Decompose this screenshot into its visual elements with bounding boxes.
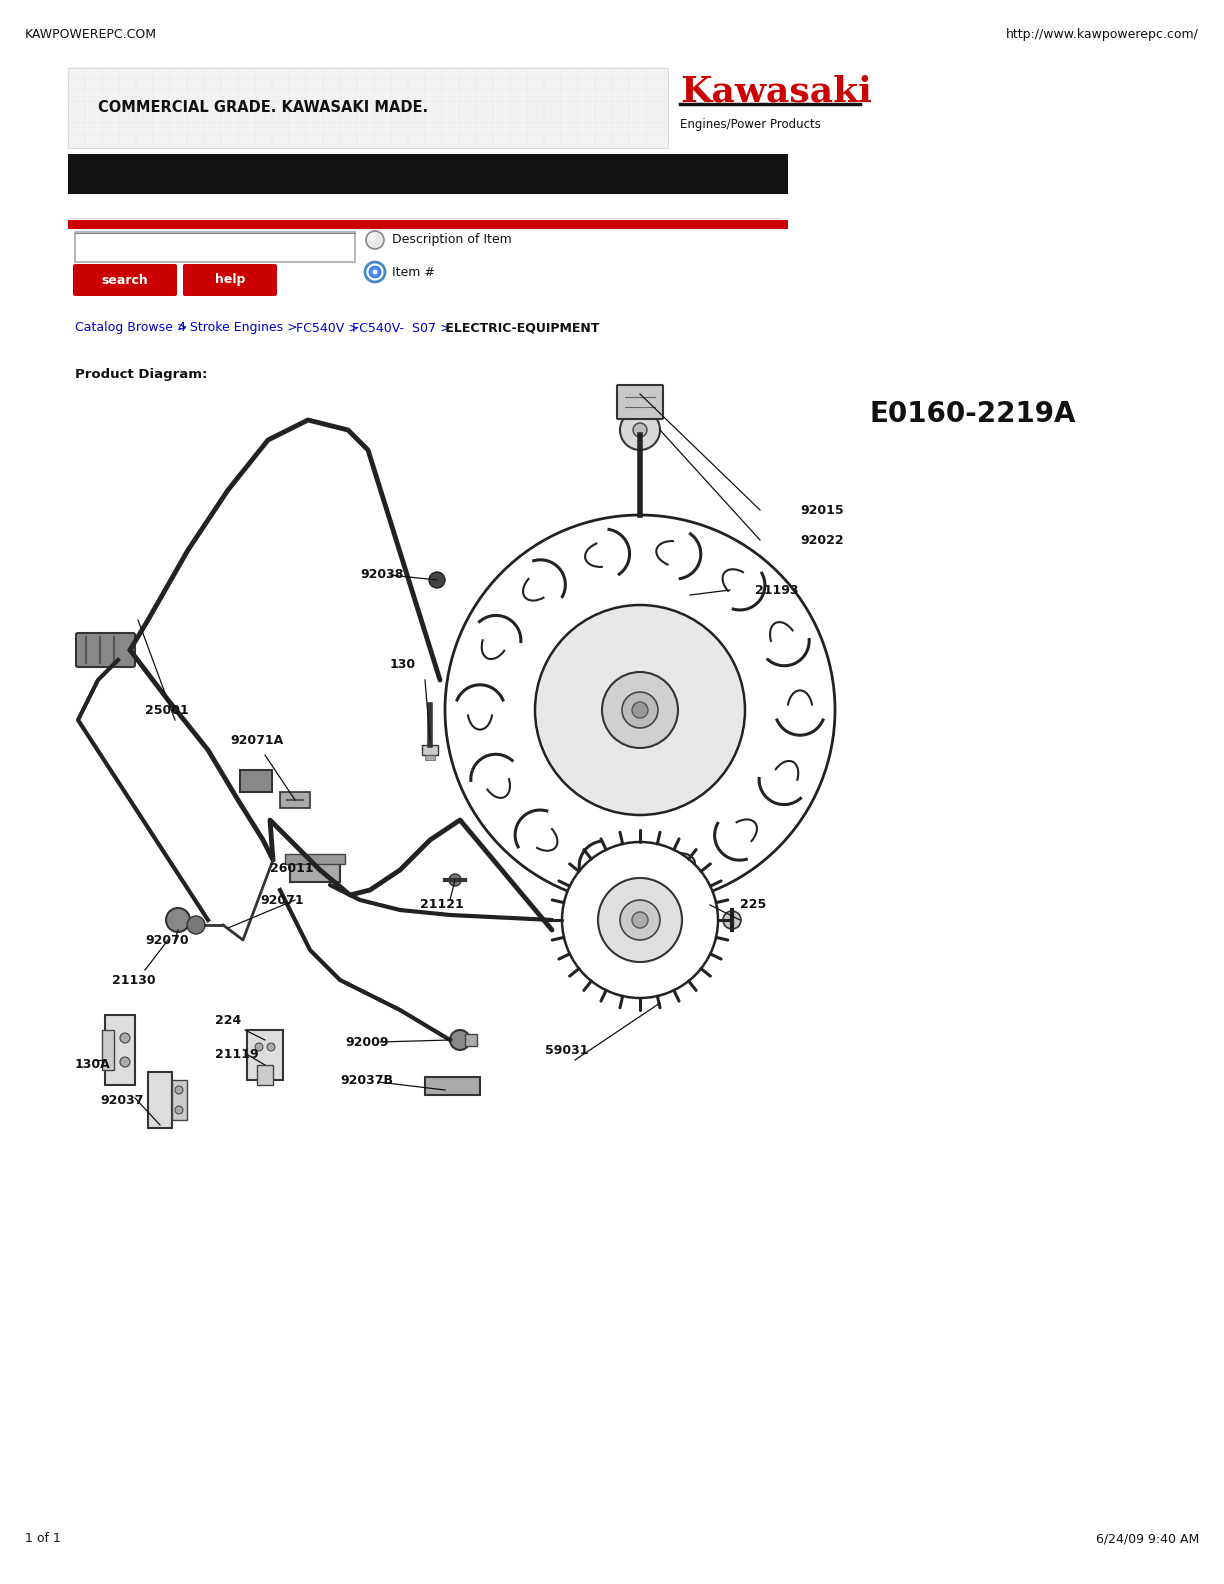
- Text: Kawasaki: Kawasaki: [681, 74, 871, 109]
- FancyBboxPatch shape: [76, 634, 135, 667]
- Bar: [75, 231, 355, 261]
- Text: COMMERCIAL GRADE. KAWASAKI MADE.: COMMERCIAL GRADE. KAWASAKI MADE.: [98, 100, 428, 116]
- Circle shape: [449, 874, 461, 885]
- Text: Engines/Power Products: Engines/Power Products: [681, 117, 821, 131]
- FancyBboxPatch shape: [425, 1077, 480, 1095]
- Text: Item #: Item #: [392, 266, 435, 279]
- Circle shape: [562, 843, 718, 998]
- Text: 92009: 92009: [345, 1036, 388, 1049]
- Text: 4 Stroke Engines >: 4 Stroke Engines >: [174, 322, 297, 334]
- Text: KAWPOWEREPC.COM: KAWPOWEREPC.COM: [24, 29, 157, 41]
- Bar: [69, 68, 668, 147]
- Text: help: help: [215, 274, 245, 287]
- Circle shape: [372, 269, 377, 274]
- Circle shape: [366, 231, 384, 249]
- FancyBboxPatch shape: [173, 1080, 187, 1120]
- FancyBboxPatch shape: [425, 756, 435, 760]
- Circle shape: [599, 878, 682, 961]
- Text: 21193: 21193: [755, 583, 798, 597]
- Text: 92037B: 92037B: [340, 1074, 393, 1087]
- Text: 25001: 25001: [144, 703, 188, 716]
- Text: http://www.kawpowerepc.com/: http://www.kawpowerepc.com/: [1006, 29, 1200, 41]
- FancyBboxPatch shape: [285, 854, 345, 863]
- Text: ELECTRIC-EQUIPMENT: ELECTRIC-EQUIPMENT: [441, 322, 600, 334]
- FancyBboxPatch shape: [105, 1015, 135, 1085]
- Circle shape: [175, 1106, 184, 1114]
- Text: 21119: 21119: [215, 1049, 258, 1061]
- Text: Description of Item: Description of Item: [392, 233, 512, 247]
- Circle shape: [187, 916, 204, 935]
- Text: 92038: 92038: [360, 569, 404, 581]
- Text: search: search: [102, 274, 148, 287]
- Text: FC540V-  S07 >: FC540V- S07 >: [348, 322, 450, 334]
- FancyBboxPatch shape: [184, 265, 277, 296]
- Circle shape: [621, 410, 660, 450]
- Circle shape: [255, 1042, 263, 1052]
- Circle shape: [602, 672, 678, 748]
- Circle shape: [535, 605, 745, 816]
- Circle shape: [166, 908, 190, 931]
- Circle shape: [446, 515, 835, 904]
- Text: Product Diagram:: Product Diagram:: [75, 367, 207, 382]
- Text: E0160-2219A: E0160-2219A: [870, 401, 1076, 428]
- Text: 21130: 21130: [113, 974, 155, 987]
- Circle shape: [267, 1042, 275, 1052]
- Text: Catalog Browse >: Catalog Browse >: [75, 322, 187, 334]
- FancyBboxPatch shape: [257, 1064, 273, 1085]
- Text: 130: 130: [390, 659, 416, 672]
- Text: 92015: 92015: [800, 504, 843, 516]
- Text: 59031: 59031: [545, 1044, 589, 1057]
- Text: 1 of 1: 1 of 1: [24, 1532, 61, 1546]
- Text: 21121: 21121: [420, 898, 464, 911]
- FancyBboxPatch shape: [280, 792, 310, 808]
- Circle shape: [450, 1030, 470, 1050]
- Circle shape: [368, 266, 381, 279]
- Text: 130A: 130A: [75, 1058, 110, 1071]
- Bar: [69, 154, 788, 193]
- Circle shape: [632, 912, 647, 928]
- Text: FC540V >: FC540V >: [293, 322, 359, 334]
- Circle shape: [622, 692, 659, 729]
- FancyBboxPatch shape: [247, 1030, 283, 1080]
- Bar: [69, 220, 788, 230]
- Text: 224: 224: [215, 1014, 241, 1026]
- Circle shape: [175, 1087, 184, 1095]
- Text: 92022: 92022: [800, 534, 843, 546]
- Circle shape: [120, 1057, 130, 1068]
- Text: 92071: 92071: [259, 893, 304, 906]
- FancyBboxPatch shape: [290, 862, 340, 882]
- FancyBboxPatch shape: [617, 385, 663, 420]
- Text: 92070: 92070: [144, 933, 188, 947]
- Text: 225: 225: [741, 898, 766, 911]
- Text: 6/24/09 9:40 AM: 6/24/09 9:40 AM: [1095, 1532, 1200, 1546]
- FancyBboxPatch shape: [148, 1072, 173, 1128]
- Circle shape: [633, 423, 647, 437]
- FancyBboxPatch shape: [422, 744, 438, 756]
- Circle shape: [632, 702, 647, 718]
- FancyBboxPatch shape: [240, 770, 272, 792]
- FancyBboxPatch shape: [465, 1034, 477, 1045]
- Text: 92071A: 92071A: [230, 733, 283, 746]
- FancyBboxPatch shape: [102, 1030, 114, 1071]
- Text: 92037: 92037: [100, 1093, 143, 1107]
- Circle shape: [365, 261, 386, 282]
- Circle shape: [621, 900, 660, 939]
- Circle shape: [428, 572, 446, 588]
- FancyBboxPatch shape: [73, 265, 177, 296]
- Circle shape: [368, 233, 376, 241]
- Text: 26011: 26011: [271, 862, 313, 874]
- Circle shape: [723, 911, 741, 928]
- Circle shape: [120, 1033, 130, 1042]
